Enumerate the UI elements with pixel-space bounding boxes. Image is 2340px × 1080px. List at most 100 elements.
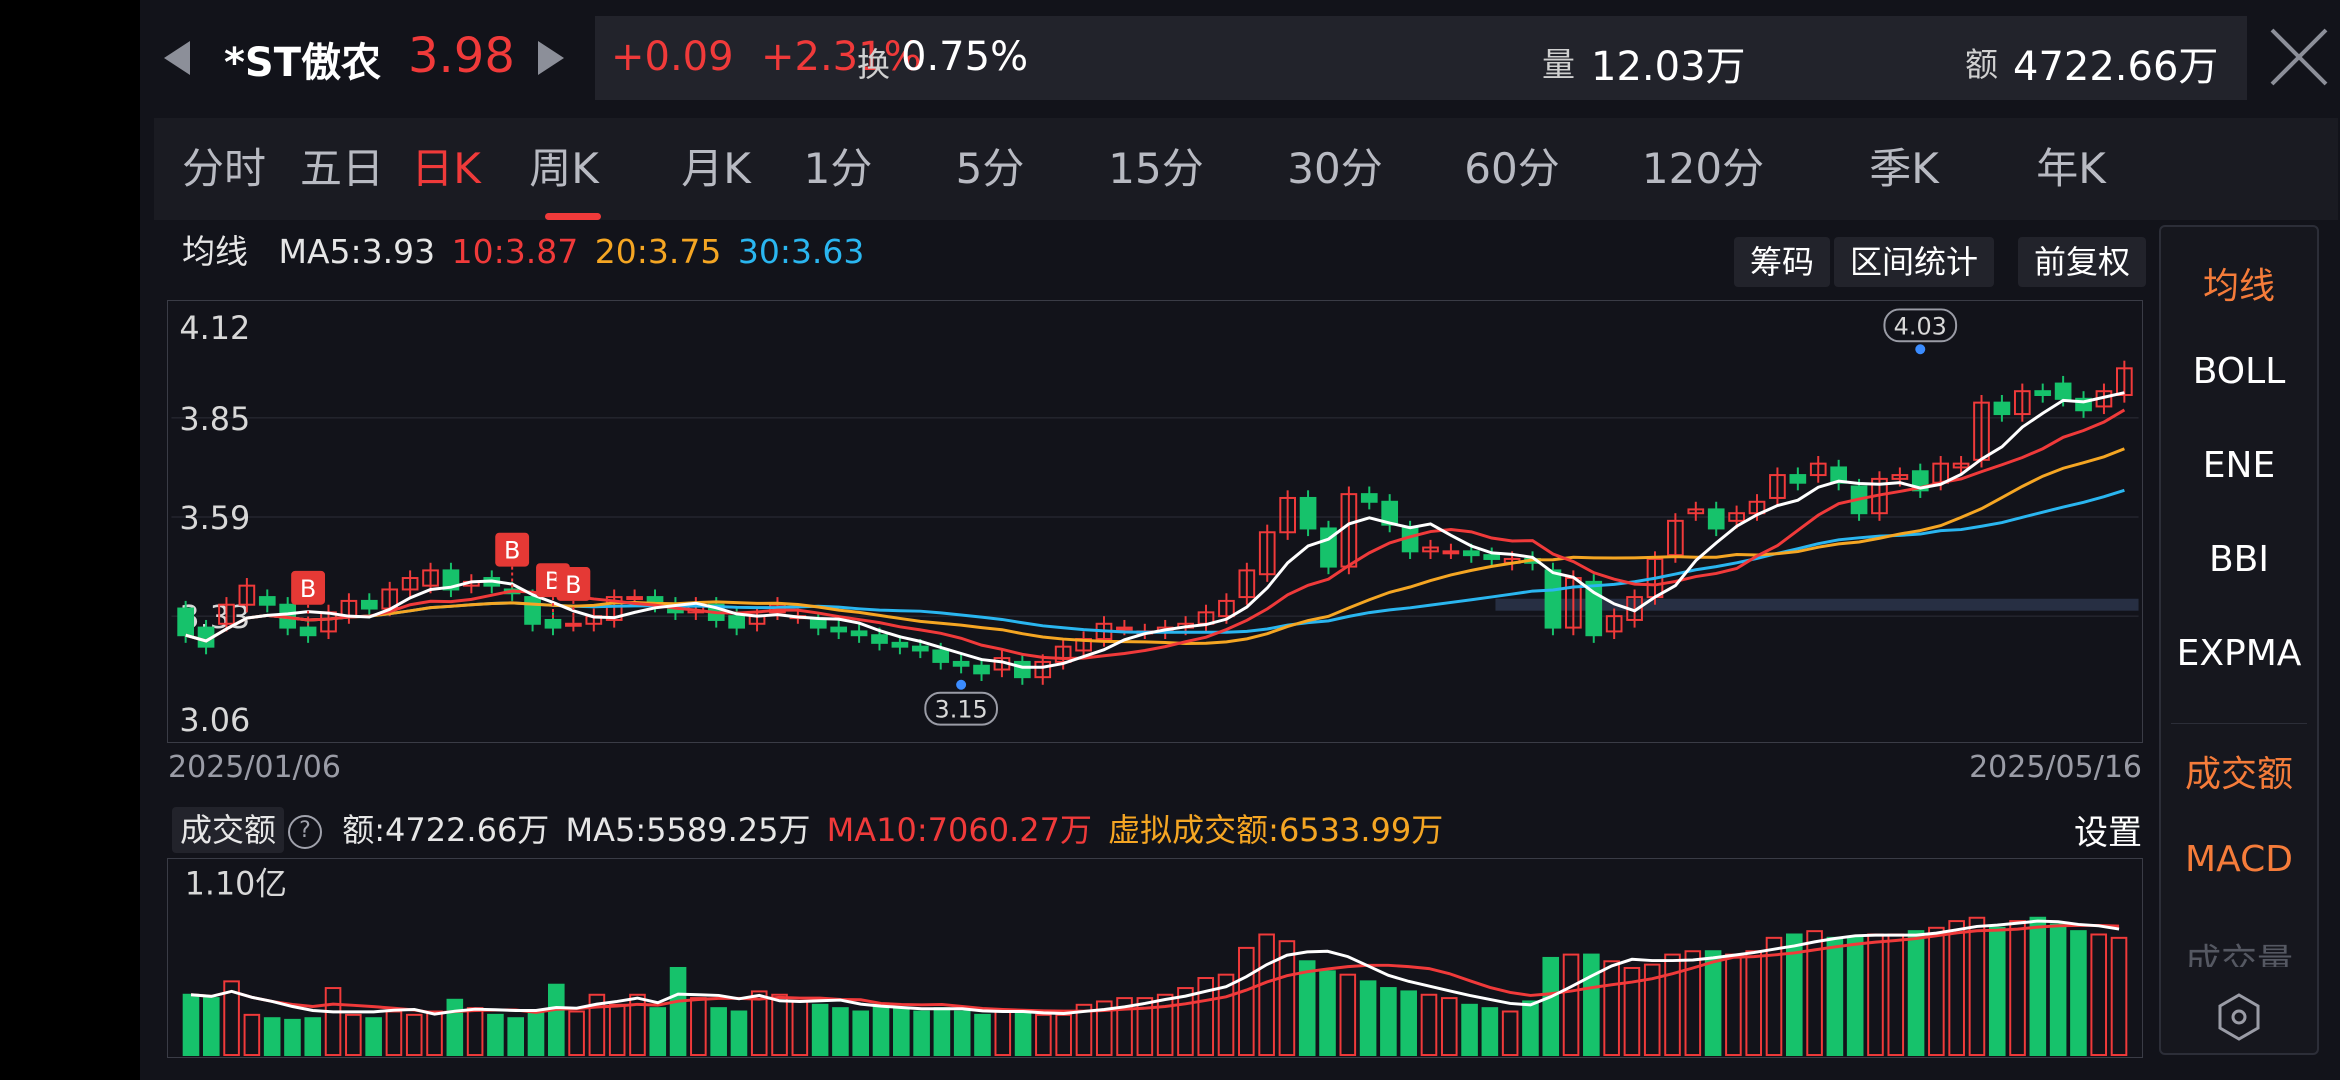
tab-5min[interactable]: 5分 — [955, 144, 1025, 193]
tab-weekly-k[interactable]: 周K — [529, 144, 599, 193]
volume-bar-up — [1156, 993, 1174, 1057]
next-stock-arrow-icon[interactable] — [538, 41, 564, 75]
help-icon[interactable]: ? — [288, 815, 323, 849]
volume-bar-up — [791, 1000, 809, 1057]
indicator-boll[interactable]: BOLL — [2192, 351, 2286, 392]
sub-indicator-amount[interactable]: 成交额 — [2184, 754, 2293, 795]
ma30-value: 30:3.63 — [737, 232, 865, 271]
candle-up — [2013, 390, 2031, 416]
tab-1min[interactable]: 1分 — [803, 144, 873, 193]
stock-price: 3.98 — [408, 28, 515, 84]
volume-bar-down — [1522, 1000, 1539, 1057]
ma10-line — [185, 408, 2126, 660]
candle-down — [360, 599, 378, 610]
settings-button[interactable]: 设置 — [2074, 813, 2142, 853]
volume-bar-up — [1440, 997, 1458, 1057]
tab-120min[interactable]: 120分 — [1641, 144, 1765, 193]
price-change-pct: +2.31% — [761, 34, 922, 80]
close-icon[interactable] — [2266, 24, 2332, 90]
candle-up — [1279, 496, 1296, 534]
tab-30min[interactable]: 30分 — [1287, 144, 1383, 193]
end-date: 2025/05/16 — [1969, 750, 2142, 785]
indicator-expma[interactable]: EXPMA — [2176, 633, 2302, 674]
volume-bar-down — [1400, 990, 1417, 1057]
candle-up — [1891, 474, 1909, 480]
chips-button[interactable]: 筹码 — [1734, 237, 1831, 287]
volume-bar-up — [324, 987, 342, 1057]
volume-bar-up — [1562, 953, 1580, 1057]
candle-down — [1014, 660, 1031, 679]
volume-bar-down — [182, 993, 200, 1057]
volume-bar-down — [527, 1010, 545, 1057]
tab-60min[interactable]: 60分 — [1464, 144, 1560, 193]
candle-up — [1422, 546, 1439, 553]
volume-ma5-line — [190, 919, 2120, 1016]
volume-ma10: MA10:7060.27万 — [826, 811, 1092, 849]
volume-amount: 额:4722.66万 — [342, 811, 550, 849]
volume-indicator-title[interactable]: 成交额 — [172, 807, 285, 853]
volume-bar-up — [994, 1010, 1012, 1057]
ma20-line — [185, 447, 2125, 645]
volume-bar-up — [1603, 960, 1620, 1057]
ma30-line — [185, 488, 2125, 643]
candle-down — [544, 618, 562, 629]
candle-down — [1544, 569, 1562, 629]
tab-quarterly-k[interactable]: 季K — [1869, 144, 1939, 193]
volume-chart[interactable]: 1.10亿 — [167, 858, 2143, 1058]
volume-bar-up — [771, 993, 788, 1057]
volume-bar-up — [1806, 930, 1823, 1057]
tab-daily-k[interactable]: 日K — [411, 144, 481, 193]
volume-bar-up — [1177, 987, 1194, 1057]
volume-bar-up — [1968, 916, 1986, 1057]
volume-bar-up — [1948, 920, 1965, 1057]
candle-up — [1687, 508, 1705, 515]
volume-value: 12.03万 — [1591, 44, 1746, 90]
candle-down — [850, 630, 868, 637]
volume-bar-down — [507, 1017, 525, 1057]
volume-bar-up — [1136, 997, 1154, 1057]
volume-bar-down — [548, 983, 565, 1057]
volume-bar-down — [710, 1007, 727, 1057]
tab-15min[interactable]: 15分 — [1108, 144, 1204, 193]
volume-bar-down — [669, 966, 687, 1057]
tab-five-day[interactable]: 五日 — [299, 144, 384, 193]
high-price-label: 4.03 — [1894, 312, 1947, 340]
price-axis-label: 4.12 — [179, 309, 250, 347]
sub-indicator-volume[interactable]: 成交量 — [2184, 942, 2293, 967]
sub-indicator-macd[interactable]: MACD — [2185, 839, 2293, 880]
volume-axis-max: 1.10亿 — [185, 867, 287, 903]
candle-down — [1993, 401, 2011, 416]
volume-bar-down — [1298, 960, 1316, 1057]
prev-stock-arrow-icon[interactable] — [164, 41, 190, 75]
price-adjust-button[interactable]: 前复权 — [2018, 237, 2147, 287]
volume-bar-down — [649, 1007, 667, 1057]
price-axis-label: 3.06 — [179, 701, 250, 739]
volume-bar-up — [1055, 1013, 1072, 1057]
volume-bar-up — [1887, 933, 1905, 1057]
indicator-bbi[interactable]: BBI — [2208, 539, 2269, 580]
volume-bar-down — [2070, 930, 2087, 1057]
candle-down — [1483, 554, 1501, 560]
tab-intraday[interactable]: 分时 — [181, 144, 266, 193]
candle-down — [299, 626, 317, 637]
indicator-ene[interactable]: ENE — [2202, 445, 2276, 486]
candle-down — [809, 618, 827, 629]
quote-stats-bar: +0.09 +2.31% 换 0.75% 量 12.03万 额 4722.66万 — [595, 16, 2247, 100]
volume-bar-down — [2049, 923, 2067, 1057]
volume-bar-down — [487, 1013, 504, 1057]
candle-down — [952, 660, 970, 667]
candle-up — [1218, 599, 1235, 618]
volume-bar-down — [1907, 930, 1925, 1057]
volume-bar-down — [953, 1010, 971, 1057]
buy-marker — [556, 567, 591, 601]
range-stats-button[interactable]: 区间统计 — [1834, 237, 1995, 287]
volume-bar-up — [1035, 1013, 1052, 1057]
tab-yearly-k[interactable]: 年K — [2036, 144, 2106, 193]
settings-hexagon-icon[interactable] — [2211, 989, 2267, 1045]
volume-bar-up — [568, 1010, 585, 1057]
tab-monthly-k[interactable]: 月K — [681, 144, 751, 193]
candle-up — [238, 584, 256, 606]
indicator-ma[interactable]: 均线 — [2202, 266, 2275, 307]
volume-bar-down — [1481, 1007, 1499, 1057]
